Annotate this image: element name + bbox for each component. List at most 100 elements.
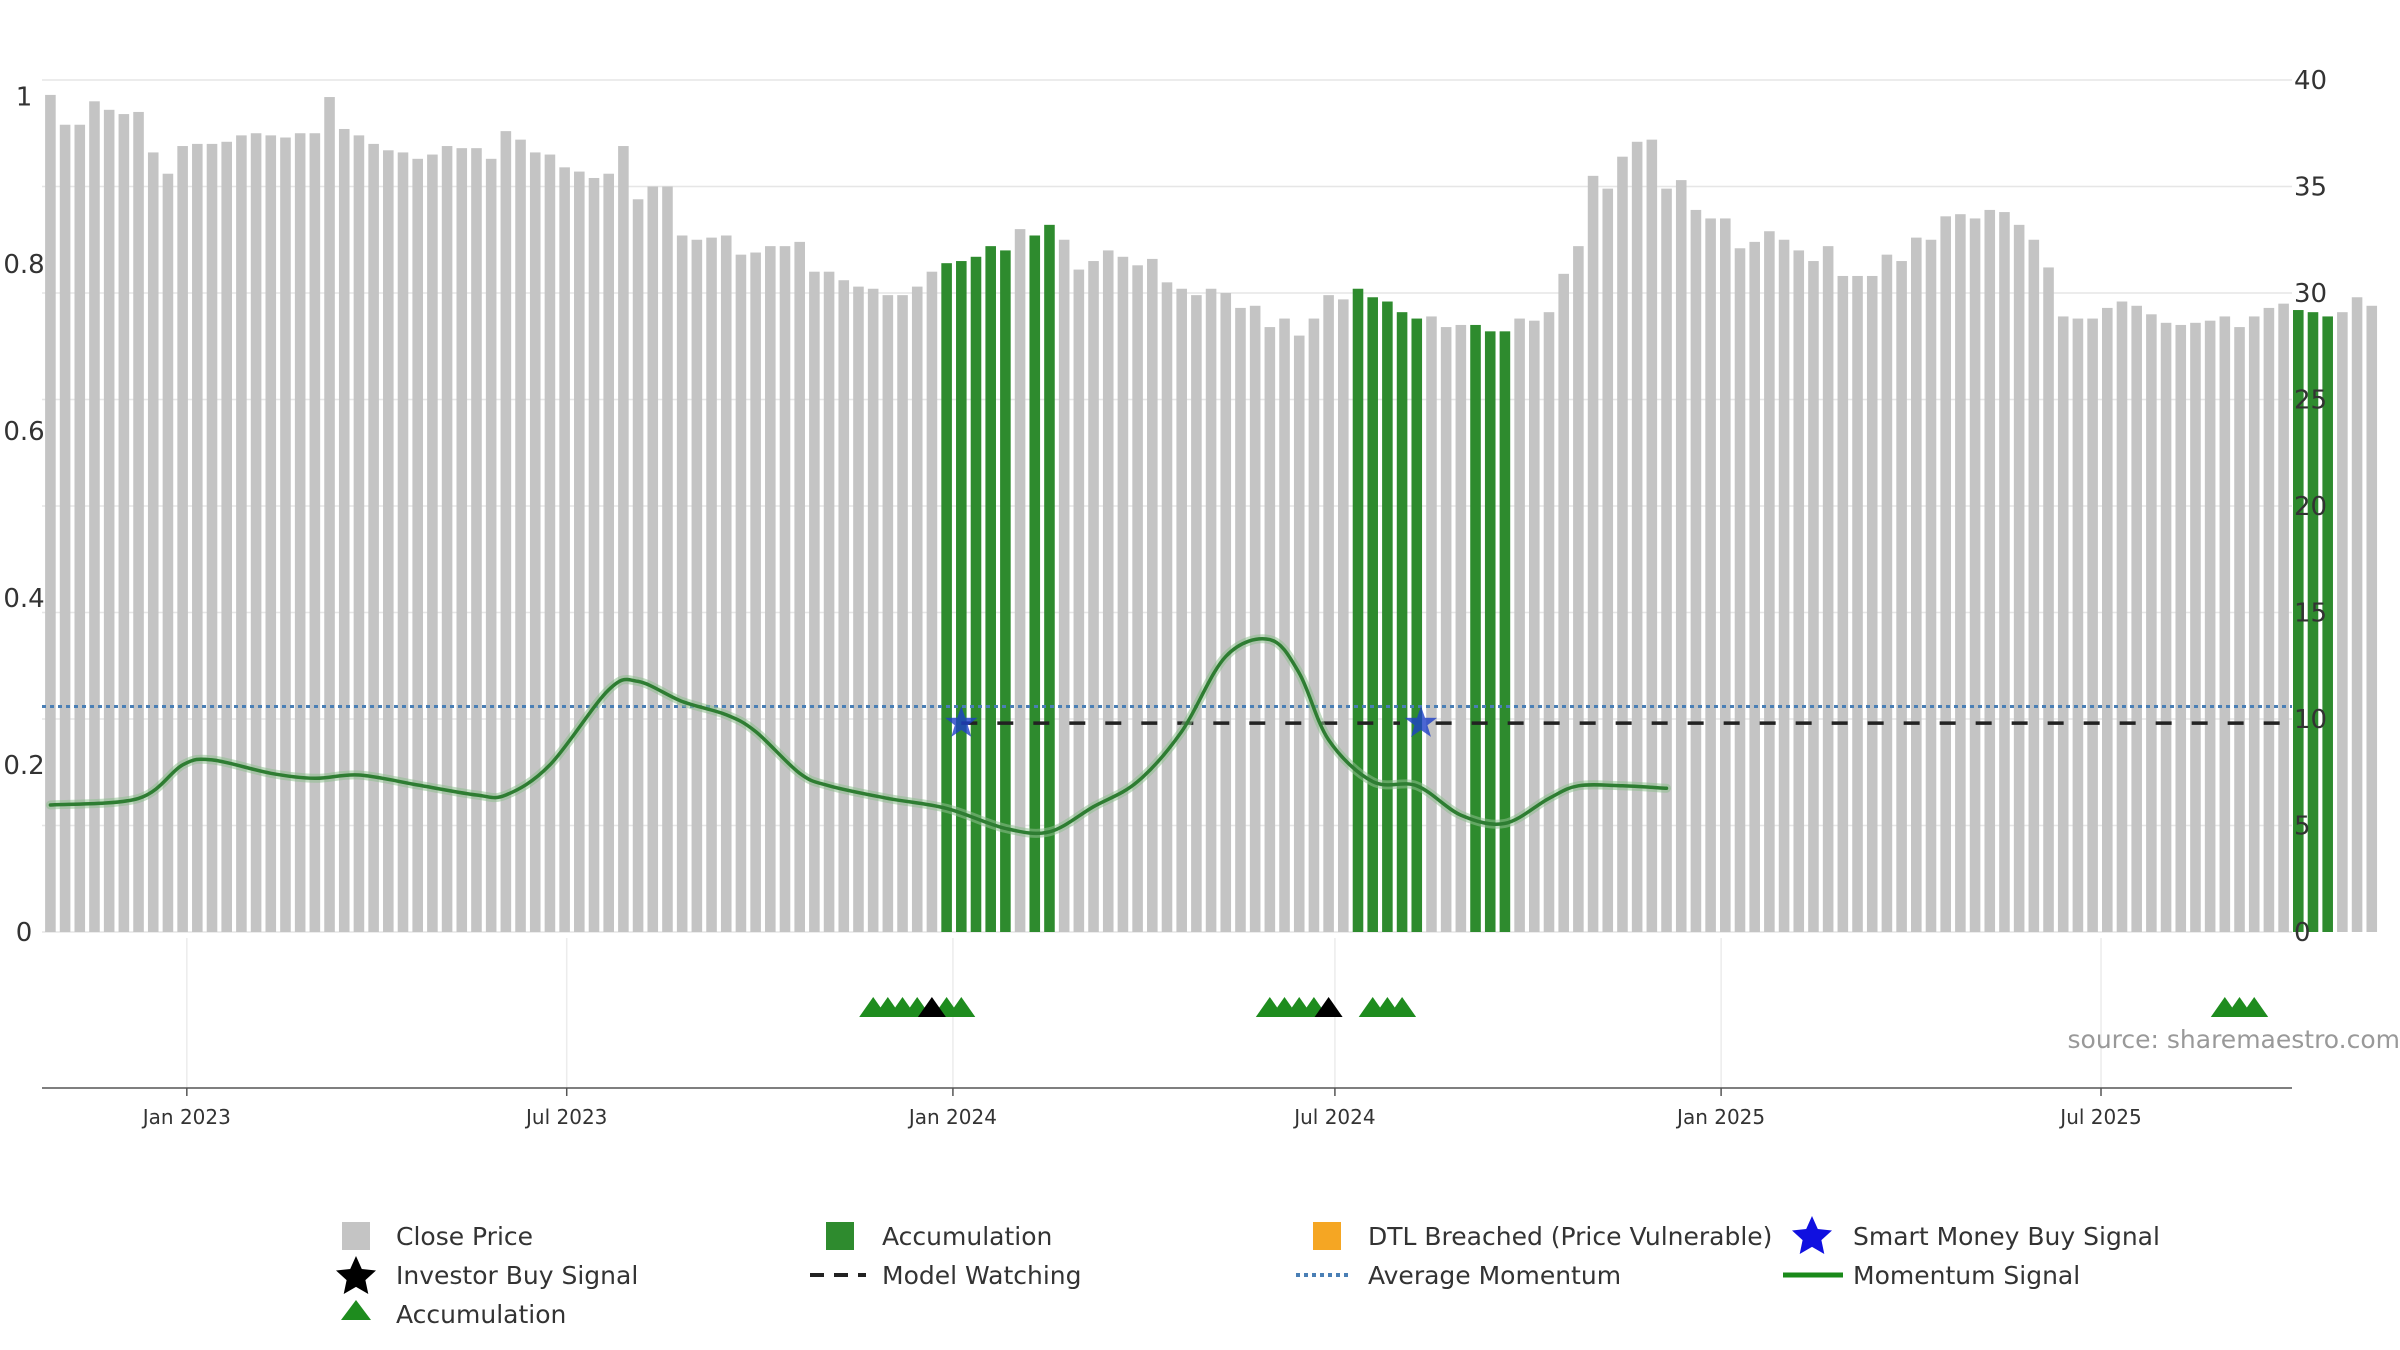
close-price-bar	[809, 271, 820, 932]
close-price-bar	[1837, 275, 1849, 933]
legend-label-accumulation-triangle: Accumulation	[396, 1300, 566, 1329]
close-price-bar	[897, 295, 908, 932]
close-price-bar	[1646, 139, 1658, 932]
close-price-bar	[2102, 307, 2113, 932]
accumulation-triangle-icon	[947, 997, 976, 1017]
close-price-bar	[221, 141, 232, 932]
accumulation-triangle-icon	[2240, 997, 2269, 1017]
close-price-bar	[1279, 318, 1290, 932]
close-price-bar	[765, 246, 776, 932]
black-star-icon	[336, 1256, 376, 1294]
left-axis-tick-label: 0.8	[3, 250, 44, 280]
close-price-bar	[368, 143, 379, 932]
close-price-bar	[926, 271, 938, 932]
close-price-bar	[838, 280, 850, 933]
close-price-bar	[1338, 299, 1349, 932]
close-price-bar	[691, 239, 703, 932]
close-price-bar	[2278, 303, 2289, 932]
close-price-bar	[192, 143, 203, 932]
left-axis-tick-label: 0.4	[3, 584, 44, 614]
accumulation-bar	[1382, 301, 1393, 932]
close-price-bar	[1293, 335, 1305, 933]
close-price-bar	[397, 152, 409, 933]
right-axis-tick-label: 0	[2294, 918, 2311, 948]
close-price-bar	[662, 186, 673, 932]
close-price-bar	[2028, 239, 2040, 932]
right-axis-tick-label: 30	[2294, 279, 2327, 309]
legend: Close Price Accumulation DTL Breached (P…	[336, 1216, 2160, 1329]
close-price-bar	[353, 135, 365, 932]
close-price-bar	[118, 114, 130, 932]
close-price-bar	[133, 111, 144, 932]
close-price-bar	[1764, 231, 1775, 933]
x-axis-tick-label: Jan 2024	[907, 1105, 997, 1129]
close-price-bar	[1852, 275, 1863, 933]
close-price-bar	[1999, 212, 2010, 932]
legend-label-close-price: Close Price	[396, 1222, 533, 1251]
close-price-bar	[1720, 218, 1731, 932]
close-price-bar	[794, 241, 805, 932]
accumulation-bar	[1396, 312, 1408, 932]
investor-buy-triangle-icon	[1314, 997, 1343, 1017]
close-price-bar	[1558, 273, 1569, 933]
close-price-bar	[1147, 258, 1158, 932]
close-price-bar	[1191, 295, 1202, 932]
close-price-bar	[1323, 295, 1334, 932]
green-square-icon	[826, 1222, 854, 1250]
close-price-bar	[1426, 316, 1437, 932]
close-price-bar	[735, 254, 747, 932]
legend-label-dtl-breached: DTL Breached (Price Vulnerable)	[1368, 1222, 1772, 1251]
green-triangle-icon	[341, 1300, 371, 1320]
legend-item-momentum-signal: Momentum Signal	[1783, 1261, 2080, 1290]
close-price-bar	[779, 246, 791, 932]
close-price-bar	[485, 158, 497, 932]
close-price-bar	[1675, 180, 1687, 933]
close-price-bar	[2043, 267, 2054, 932]
accumulation-triangle-icon	[1388, 997, 1417, 1017]
legend-label-investor-buy: Investor Buy Signal	[396, 1261, 638, 1290]
legend-item-average-momentum: Average Momentum	[1296, 1261, 1621, 1290]
close-price-bar	[882, 295, 894, 932]
close-price-bar	[1940, 216, 1951, 932]
left-axis-tick-label: 0.6	[3, 417, 44, 447]
close-price-bar	[2116, 301, 2128, 932]
close-price-bar	[1088, 261, 1099, 932]
close-price-bar	[250, 133, 262, 932]
accumulation-bar	[2322, 316, 2333, 932]
close-price-bar	[1984, 209, 1996, 932]
close-price-bar	[1778, 239, 1790, 932]
close-price-bar	[1455, 324, 1467, 932]
accumulation-bar	[2307, 312, 2319, 932]
close-price-bar	[236, 135, 247, 932]
legend-item-investor-buy: Investor Buy Signal	[336, 1256, 638, 1294]
close-price-bar	[500, 131, 512, 932]
legend-label-average-momentum: Average Momentum	[1368, 1261, 1621, 1290]
close-price-bar	[2175, 324, 2187, 932]
signal-triangles	[859, 997, 2269, 1017]
close-price-bar	[280, 137, 291, 932]
left-axis-tick-label: 0	[16, 918, 33, 948]
close-price-bar	[1220, 293, 1232, 932]
close-price-bar	[1617, 156, 1628, 932]
close-price-bar	[706, 237, 717, 932]
close-price-bar	[265, 135, 277, 932]
close-price-bar	[2057, 316, 2069, 932]
legend-item-accumulation-triangle: Accumulation	[341, 1300, 566, 1329]
gray-square-icon	[342, 1222, 370, 1250]
close-price-bar	[59, 124, 71, 933]
close-price-bar	[2072, 318, 2084, 932]
close-price-bar	[603, 173, 614, 933]
close-price-bar	[206, 143, 218, 932]
close-price-bar	[1058, 239, 1070, 932]
accumulation-bar	[970, 256, 982, 932]
legend-item-dtl-breached: DTL Breached (Price Vulnerable)	[1313, 1222, 1772, 1251]
close-price-bar	[1631, 141, 1643, 932]
close-price-bar	[867, 288, 879, 932]
close-price-bar	[1249, 305, 1261, 932]
close-price-bar	[559, 167, 570, 932]
close-price-bar	[294, 133, 306, 932]
accumulation-bar	[1470, 324, 1481, 932]
close-price-bar	[823, 271, 835, 932]
legend-item-accumulation: Accumulation	[826, 1222, 1052, 1251]
